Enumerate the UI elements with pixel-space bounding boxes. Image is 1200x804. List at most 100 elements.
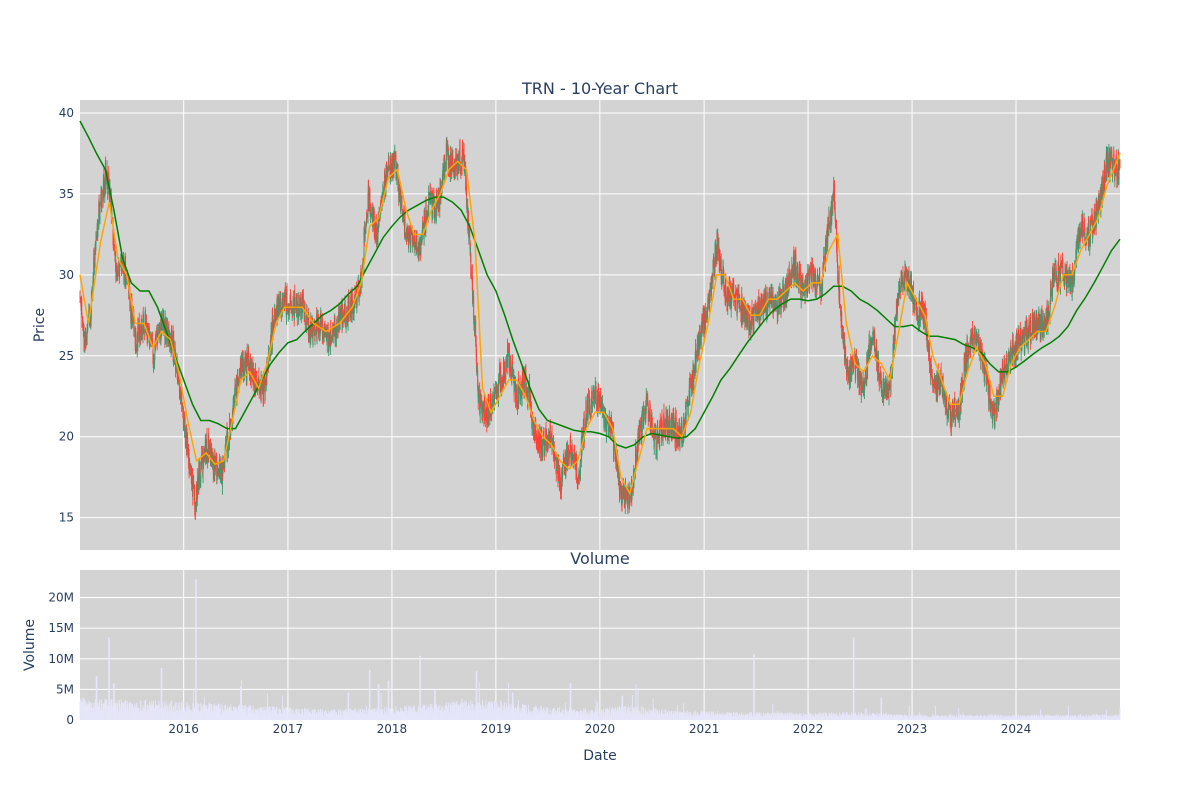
volume-bar [877, 717, 878, 720]
volume-bar [919, 712, 920, 720]
volume-bar [682, 713, 683, 720]
volume-bar [734, 716, 735, 720]
volume-bar [927, 717, 928, 720]
volume-bar [688, 716, 689, 720]
candlestick [221, 462, 222, 485]
candlestick [899, 278, 900, 299]
volume-bar [163, 712, 164, 720]
volume-bar [317, 715, 318, 720]
volume-bar [909, 718, 910, 720]
volume-bar [532, 712, 533, 720]
candlestick [450, 148, 451, 177]
volume-bar [949, 714, 950, 720]
candlestick [311, 321, 312, 337]
volume-bar [177, 712, 178, 720]
price-y-tick-label: 35 [59, 187, 74, 201]
candlestick [827, 217, 828, 248]
volume-bar [712, 712, 713, 720]
candlestick [560, 478, 561, 499]
candlestick [462, 149, 463, 161]
candlestick [897, 293, 898, 315]
volume-bar [289, 708, 290, 720]
candlestick [726, 297, 727, 303]
volume-bar [738, 716, 739, 720]
volume-bar [448, 714, 449, 720]
volume-bar [965, 717, 966, 720]
volume-bar [197, 711, 198, 720]
candlestick [213, 456, 214, 480]
volume-bar [446, 710, 447, 720]
volume-bar [777, 713, 778, 720]
volume-bar [821, 717, 822, 720]
volume-bar [783, 714, 784, 720]
volume-bar [873, 713, 874, 720]
candlestick [327, 325, 328, 353]
volume-bar [291, 715, 292, 720]
candlestick [301, 301, 302, 323]
volume-bar [620, 709, 621, 720]
volume-bar [337, 715, 338, 720]
volume-bar [215, 712, 216, 720]
candlestick [720, 250, 721, 271]
candlestick [722, 274, 723, 286]
candlestick [504, 361, 505, 382]
candlestick [1013, 334, 1014, 355]
candlestick [610, 417, 611, 440]
candlestick [442, 163, 443, 186]
candlestick [640, 417, 641, 440]
volume-bar [905, 715, 906, 720]
candlestick [710, 282, 711, 303]
volume-bar [596, 711, 597, 720]
candlestick [1049, 312, 1050, 316]
volume-bar [504, 702, 505, 720]
candlestick [829, 222, 830, 230]
volume-bar [773, 716, 774, 720]
candlestick [955, 414, 956, 427]
volume-bar [249, 707, 250, 720]
volume-bar [520, 713, 521, 720]
candlestick [911, 271, 912, 302]
volume-bar [787, 714, 788, 720]
volume-bar [444, 705, 445, 720]
candlestick [1005, 358, 1006, 371]
volume-bar [103, 703, 104, 720]
candlestick [80, 290, 81, 303]
candlestick [881, 381, 882, 397]
candlestick [961, 377, 962, 405]
volume-bar [498, 708, 499, 720]
volume-bar [351, 710, 352, 720]
volume-bar [917, 715, 918, 720]
volume-bar [538, 713, 539, 720]
candlestick [658, 437, 659, 444]
volume-bar [987, 715, 988, 720]
volume-bar [223, 710, 224, 720]
volume-bar [339, 716, 340, 720]
volume-bar [813, 717, 814, 720]
volume-bar [193, 705, 194, 720]
volume-bar [714, 716, 715, 720]
candlestick [266, 376, 267, 385]
candlestick [277, 296, 278, 317]
volume-bar [793, 715, 794, 720]
volume-bar [789, 715, 790, 720]
candlestick [903, 282, 904, 288]
volume-bar [458, 705, 459, 720]
volume-bar [147, 712, 148, 720]
candlestick [303, 289, 304, 310]
candlestick [347, 314, 348, 327]
candlestick [464, 155, 465, 168]
volume-bar [395, 715, 396, 720]
volume-bar [187, 707, 188, 720]
candlestick [286, 312, 287, 325]
candlestick [883, 378, 884, 406]
volume-bar [921, 716, 922, 720]
volume-bar [843, 716, 844, 720]
candlestick [620, 481, 621, 499]
volume-bar [425, 705, 426, 720]
candlestick [652, 417, 653, 438]
volume-bar [857, 717, 858, 720]
volume-bar [255, 710, 256, 720]
candlestick [179, 388, 180, 400]
volume-bar [686, 712, 687, 720]
volume-bar [355, 713, 356, 720]
